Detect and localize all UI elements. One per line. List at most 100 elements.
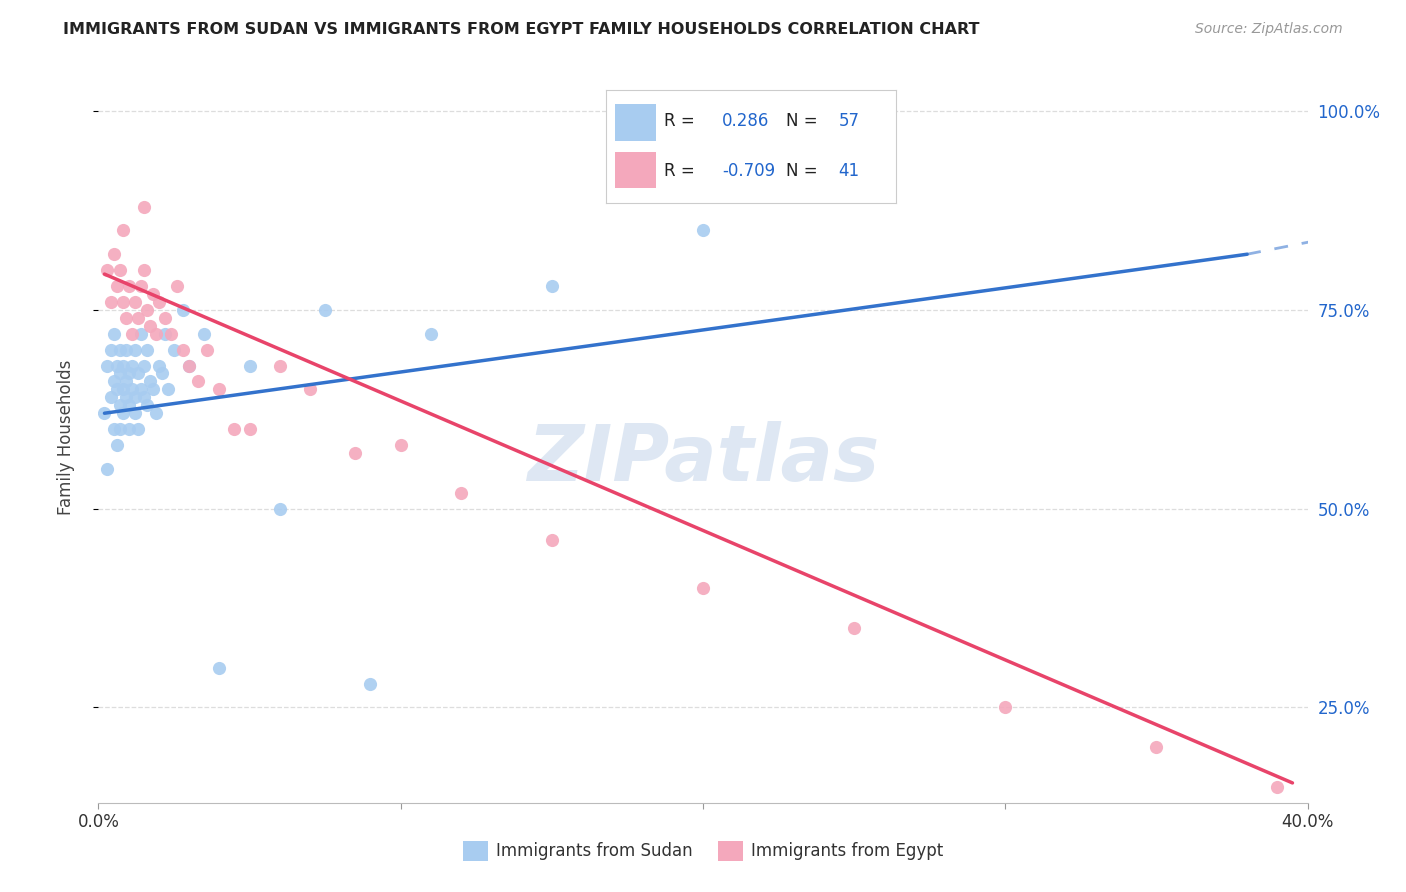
Point [420, 326, 443, 341]
Point [127, 367, 149, 381]
Point [299, 383, 322, 397]
Text: ZIPatlas: ZIPatlas [527, 421, 879, 497]
Point [127, 422, 149, 436]
Point [108, 263, 131, 277]
Point [118, 422, 141, 436]
Point [145, 326, 167, 341]
Point [127, 310, 149, 325]
Point [132, 390, 155, 404]
Point [148, 294, 170, 309]
Point [132, 263, 155, 277]
Point [844, 621, 866, 635]
Point [135, 398, 157, 412]
Point [156, 383, 179, 397]
Y-axis label: Family Households: Family Households [56, 359, 75, 515]
Point [195, 343, 218, 357]
Point [100, 294, 122, 309]
Point [145, 406, 167, 420]
Point [105, 383, 128, 397]
Point [344, 446, 367, 460]
Point [103, 422, 125, 436]
Point [163, 343, 186, 357]
Point [150, 367, 173, 381]
Point [129, 383, 152, 397]
Point [105, 279, 128, 293]
Point [103, 247, 125, 261]
Point [114, 375, 136, 389]
Point [193, 326, 215, 341]
Point [139, 318, 162, 333]
Point [135, 302, 157, 317]
Point [129, 279, 152, 293]
Point [692, 581, 714, 595]
Point [111, 294, 134, 309]
Point [132, 359, 155, 373]
Point [124, 343, 146, 357]
Point [224, 422, 246, 436]
Point [105, 438, 128, 452]
Point [124, 390, 146, 404]
Point [540, 279, 562, 293]
Point [100, 343, 122, 357]
Point [179, 359, 201, 373]
Point [108, 398, 131, 412]
Point [269, 359, 291, 373]
Point [148, 359, 170, 373]
Point [160, 326, 183, 341]
Point [135, 343, 157, 357]
Point [121, 383, 143, 397]
Point [96, 462, 118, 476]
Point [1267, 780, 1289, 794]
Point [114, 343, 136, 357]
Point [111, 406, 134, 420]
Point [124, 294, 146, 309]
Point [103, 326, 125, 341]
Point [1144, 740, 1167, 755]
Point [118, 279, 141, 293]
Point [103, 375, 125, 389]
Point [132, 200, 155, 214]
Point [108, 343, 131, 357]
Point [153, 326, 176, 341]
Point [139, 375, 162, 389]
Point [100, 390, 122, 404]
Point [108, 422, 131, 436]
Point [121, 326, 143, 341]
Point [93, 406, 115, 420]
Point [121, 359, 143, 373]
Legend: Immigrants from Sudan, Immigrants from Egypt: Immigrants from Sudan, Immigrants from E… [456, 834, 950, 868]
Text: Source: ZipAtlas.com: Source: ZipAtlas.com [1195, 22, 1343, 37]
Point [114, 390, 136, 404]
Point [153, 310, 176, 325]
Point [129, 326, 152, 341]
Point [540, 533, 562, 548]
Point [360, 676, 382, 690]
Point [96, 263, 118, 277]
Point [111, 383, 134, 397]
Point [389, 438, 412, 452]
Point [105, 359, 128, 373]
Point [172, 343, 194, 357]
Point [179, 359, 201, 373]
Point [111, 359, 134, 373]
Point [118, 398, 141, 412]
Point [844, 168, 866, 182]
Point [166, 279, 188, 293]
Text: IMMIGRANTS FROM SUDAN VS IMMIGRANTS FROM EGYPT FAMILY HOUSEHOLDS CORRELATION CHA: IMMIGRANTS FROM SUDAN VS IMMIGRANTS FROM… [63, 22, 980, 37]
Point [118, 367, 141, 381]
Point [692, 223, 714, 237]
Point [114, 310, 136, 325]
Point [142, 287, 165, 301]
Point [239, 422, 262, 436]
Point [142, 383, 165, 397]
Point [124, 406, 146, 420]
Point [111, 223, 134, 237]
Point [187, 375, 209, 389]
Point [239, 359, 262, 373]
Point [994, 700, 1017, 714]
Point [108, 367, 131, 381]
Point [314, 302, 336, 317]
Point [208, 383, 231, 397]
Point [450, 485, 472, 500]
Point [172, 302, 194, 317]
